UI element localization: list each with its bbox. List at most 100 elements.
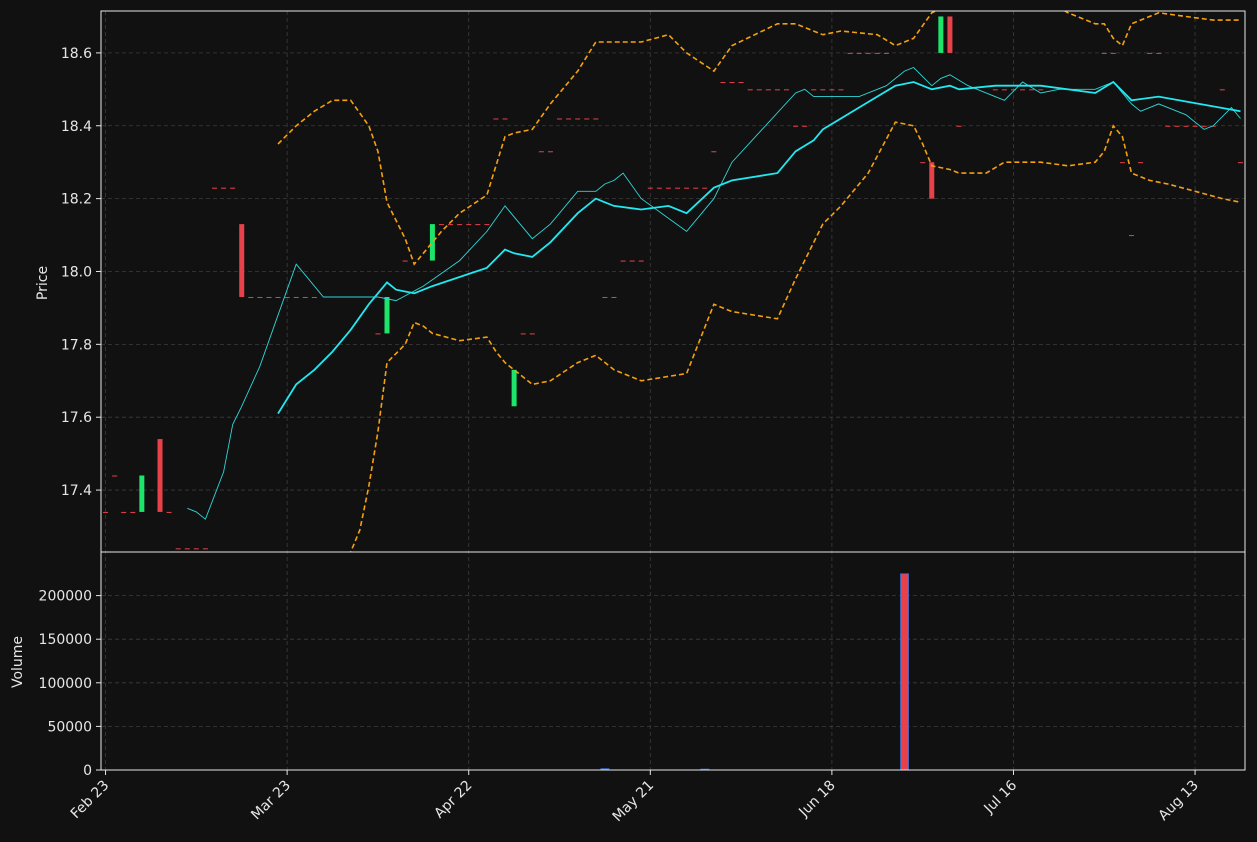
candle	[1101, 52, 1107, 54]
candle	[838, 89, 844, 91]
candle	[103, 511, 109, 513]
candle	[302, 296, 308, 298]
candle	[1119, 162, 1125, 164]
candle	[121, 511, 127, 513]
candle	[566, 118, 572, 120]
candle	[221, 187, 227, 189]
y-tick-label: 17.8	[61, 337, 92, 353]
band-line	[349, 121, 1241, 552]
candle	[438, 224, 444, 226]
candle	[1165, 125, 1171, 127]
candle	[647, 187, 653, 189]
volume-frame	[100, 551, 1246, 771]
y-tick-label: 18.4	[61, 119, 92, 135]
candle	[384, 296, 390, 334]
candle	[239, 224, 245, 297]
candle	[1174, 125, 1180, 127]
candle	[783, 89, 789, 91]
candle	[1201, 125, 1207, 127]
candle	[1219, 89, 1225, 91]
candle	[874, 52, 880, 54]
candle	[193, 548, 199, 550]
volume-bar	[900, 573, 909, 771]
candle	[184, 548, 190, 550]
candle	[275, 296, 281, 298]
candle	[720, 82, 726, 84]
candle	[856, 52, 862, 54]
candle	[820, 89, 826, 91]
candle	[675, 187, 681, 189]
candle	[293, 296, 299, 298]
y-tick-label: 18.6	[61, 46, 92, 62]
y-tick-label: 100000	[39, 676, 92, 692]
candle	[466, 224, 472, 226]
candle	[211, 187, 217, 189]
candle	[829, 89, 835, 91]
candle	[774, 89, 780, 91]
price-panel	[103, 11, 1243, 552]
candle	[929, 162, 935, 199]
candle	[202, 548, 208, 550]
candle	[157, 439, 163, 512]
candle	[602, 296, 608, 298]
candle	[1038, 89, 1044, 91]
candle	[257, 296, 263, 298]
candle	[738, 82, 744, 84]
candle	[429, 224, 435, 261]
candle	[883, 52, 889, 54]
candle	[611, 296, 617, 298]
candle	[375, 333, 381, 335]
candle	[629, 260, 635, 262]
candle	[847, 52, 853, 54]
candle	[538, 151, 544, 153]
y-tick-label: 18.2	[61, 192, 92, 208]
candle	[756, 89, 762, 91]
candle	[1183, 125, 1189, 127]
candle	[547, 151, 553, 153]
band-line	[277, 11, 1241, 266]
candle	[802, 125, 808, 127]
candle	[1147, 52, 1153, 54]
candle	[947, 16, 953, 53]
candle	[475, 224, 481, 226]
candle	[793, 125, 799, 127]
candle	[448, 224, 454, 226]
candle	[992, 89, 998, 91]
candle	[112, 475, 118, 477]
candle	[520, 333, 526, 335]
ma-line	[187, 66, 1241, 520]
candle	[747, 89, 753, 91]
candle	[166, 511, 172, 513]
y-tick-label: 150000	[39, 632, 92, 648]
candle	[938, 16, 944, 53]
y-tick-label: 18.0	[61, 264, 92, 280]
ma-line	[277, 80, 1241, 415]
candle	[502, 118, 508, 120]
candle	[1138, 162, 1144, 164]
candle	[1020, 89, 1026, 91]
candle	[638, 260, 644, 262]
candle	[1001, 89, 1007, 91]
y-axis-label: Price	[35, 266, 51, 300]
candle	[402, 260, 408, 262]
candle	[175, 548, 181, 550]
candle	[557, 118, 563, 120]
candle	[457, 224, 463, 226]
candle	[920, 162, 926, 164]
y-tick-label: 0	[83, 763, 92, 779]
candle	[956, 125, 962, 127]
candle	[575, 118, 581, 120]
candle	[1192, 125, 1198, 127]
candle	[1010, 89, 1016, 91]
candle	[266, 296, 272, 298]
y-tick-label: 50000	[47, 719, 92, 735]
candle	[1110, 52, 1116, 54]
candle	[729, 82, 735, 84]
candle	[665, 187, 671, 189]
candle	[529, 333, 535, 335]
y-tick-label: 17.6	[61, 410, 92, 426]
candle	[139, 475, 145, 512]
candle	[765, 89, 771, 91]
